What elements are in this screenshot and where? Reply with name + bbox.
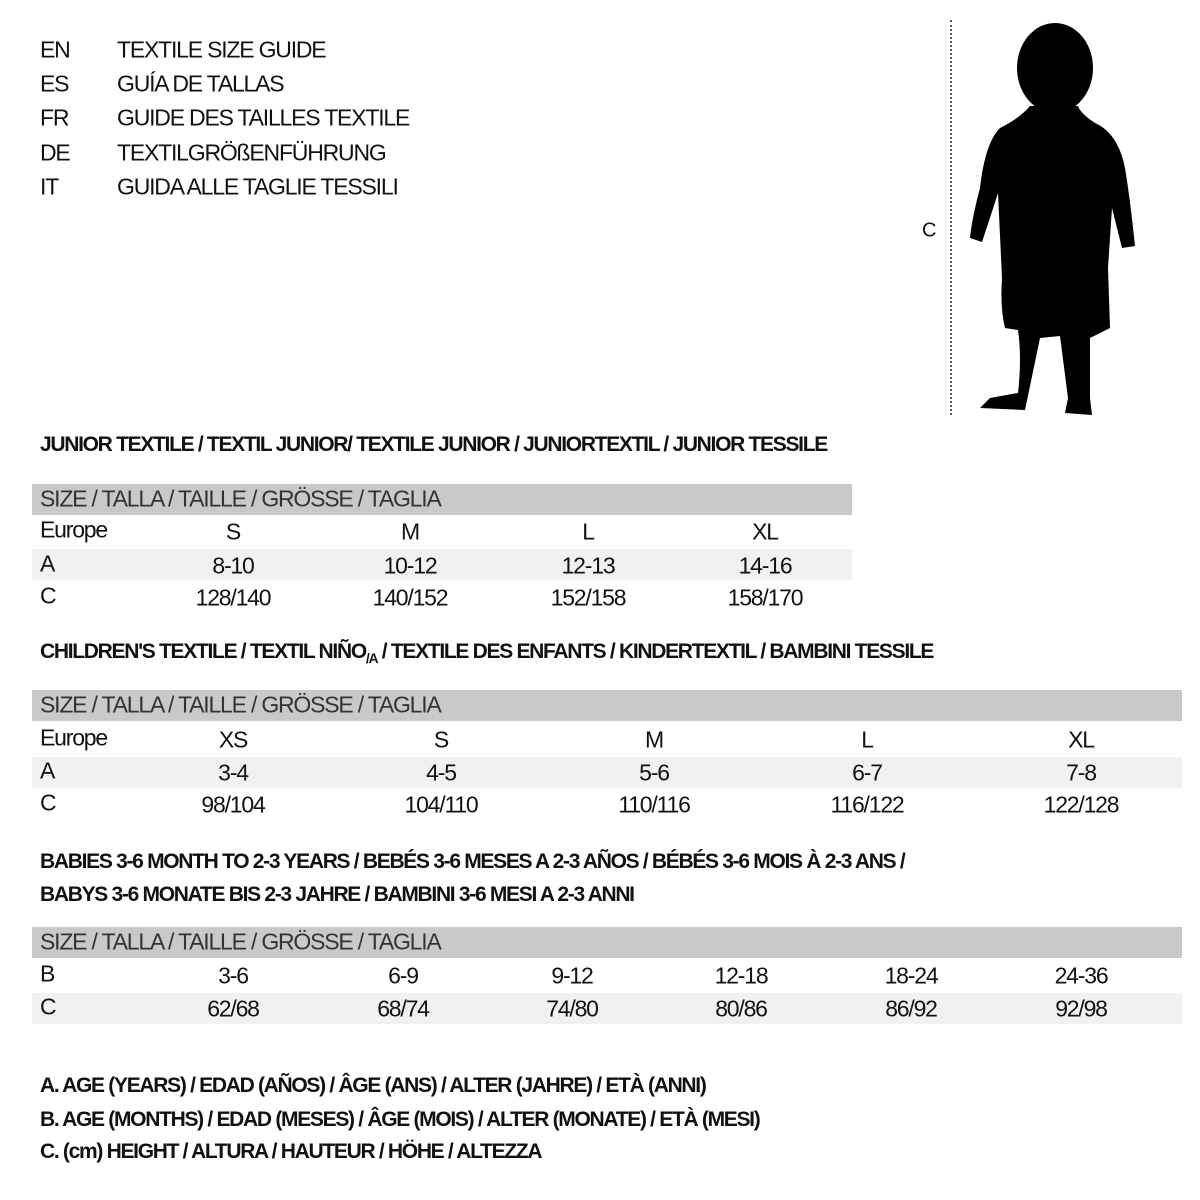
table-cell: 110/116 xyxy=(618,791,691,818)
lang-code: FR xyxy=(40,104,69,131)
table-cell: 128/140 xyxy=(195,584,272,611)
table-cell: L xyxy=(582,518,595,545)
table-cell: 92/98 xyxy=(1055,995,1108,1022)
table-cell: 74/80 xyxy=(546,995,599,1022)
table-cell: 24-36 xyxy=(1054,962,1109,989)
table-cell: 14-16 xyxy=(738,552,793,579)
junior-size-header: SIZE / TALLA / TAILLE / GRÖSSE / TAGLIA xyxy=(40,485,442,512)
child-silhouette-icon xyxy=(970,23,1135,415)
table-cell: 3-6 xyxy=(218,962,249,989)
table-cell: 5-6 xyxy=(639,759,670,786)
table-cell: 98/104 xyxy=(201,791,265,818)
legend-a: A. AGE (YEARS) / EDAD (AÑOS) / ÂGE (ANS)… xyxy=(40,1074,707,1097)
lang-code: IT xyxy=(40,173,59,200)
lang-title: TEXTILE SIZE GUIDE xyxy=(117,36,327,63)
table-cell: 9-12 xyxy=(551,962,593,989)
row-label: Europe xyxy=(40,516,108,543)
legend-c: C. (cm) HEIGHT / ALTURA / HAUTEUR / HÖHE… xyxy=(40,1140,543,1163)
lang-title: GUIDA ALLE TAGLIE TESSILI xyxy=(117,173,399,200)
table-cell: M xyxy=(645,726,664,753)
table-cell: 158/170 xyxy=(727,584,804,611)
table-cell: 10-12 xyxy=(383,552,438,579)
row-label: A xyxy=(40,757,55,784)
table-cell: 8-10 xyxy=(212,552,254,579)
table-cell: M xyxy=(401,518,420,545)
table-cell: S xyxy=(225,518,241,545)
lang-code: EN xyxy=(40,36,71,63)
table-cell: S xyxy=(433,726,449,753)
children-title: CHILDREN'S TEXTILE / TEXTIL NIÑO/A / TEX… xyxy=(40,639,934,667)
row-label: Europe xyxy=(40,724,108,751)
table-cell: 68/74 xyxy=(377,995,430,1022)
table-cell: 7-8 xyxy=(1066,759,1097,786)
babies-size-header: SIZE / TALLA / TAILLE / GRÖSSE / TAGLIA xyxy=(40,928,442,955)
table-cell: L xyxy=(861,726,874,753)
table-cell: 62/68 xyxy=(207,995,260,1022)
row-label: C xyxy=(40,993,57,1020)
table-cell: 6-9 xyxy=(388,962,419,989)
table-cell: XL xyxy=(752,518,779,545)
babies-title-line1: BABIES 3-6 MONTH TO 2-3 YEARS / BEBÉS 3-… xyxy=(40,850,906,873)
row-label: A xyxy=(40,550,55,577)
junior-title: JUNIOR TEXTILE / TEXTIL JUNIOR/ TEXTILE … xyxy=(40,433,828,456)
row-label: C xyxy=(40,582,57,609)
table-cell: 80/86 xyxy=(715,995,768,1022)
table-cell: 3-4 xyxy=(218,759,249,786)
table-cell: 152/158 xyxy=(550,584,627,611)
lang-code: ES xyxy=(40,70,70,97)
children-size-header: SIZE / TALLA / TAILLE / GRÖSSE / TAGLIA xyxy=(40,691,442,718)
row-label: B xyxy=(40,960,55,987)
height-label: C xyxy=(922,219,936,242)
legend-b: B. AGE (MONTHS) / EDAD (MESES) / ÂGE (MO… xyxy=(40,1108,761,1131)
table-cell: XL xyxy=(1068,726,1095,753)
table-cell: 140/152 xyxy=(372,584,449,611)
height-dotted-line xyxy=(950,20,952,415)
table-cell: 104/110 xyxy=(404,791,478,818)
lang-title: TEXTILGRÖßENFÜHRUNG xyxy=(117,139,387,166)
table-cell: 4-5 xyxy=(426,759,457,786)
table-cell: 6-7 xyxy=(852,759,883,786)
lang-code: DE xyxy=(40,139,71,166)
table-cell: 86/92 xyxy=(885,995,938,1022)
row-label: C xyxy=(40,789,57,816)
table-cell: XS xyxy=(218,726,249,753)
table-cell: 18-24 xyxy=(884,962,939,989)
lang-title: GUIDE DES TAILLES TEXTILE xyxy=(117,104,410,131)
table-cell: 12-18 xyxy=(714,962,769,989)
babies-title-line2: BABYS 3-6 MONATE BIS 2-3 JAHRE / BAMBINI… xyxy=(40,883,635,906)
table-cell: 12-13 xyxy=(561,552,616,579)
lang-title: GUÍA DE TALLAS xyxy=(117,70,285,97)
table-cell: 116/122 xyxy=(830,791,904,818)
table-cell: 122/128 xyxy=(1043,791,1120,818)
